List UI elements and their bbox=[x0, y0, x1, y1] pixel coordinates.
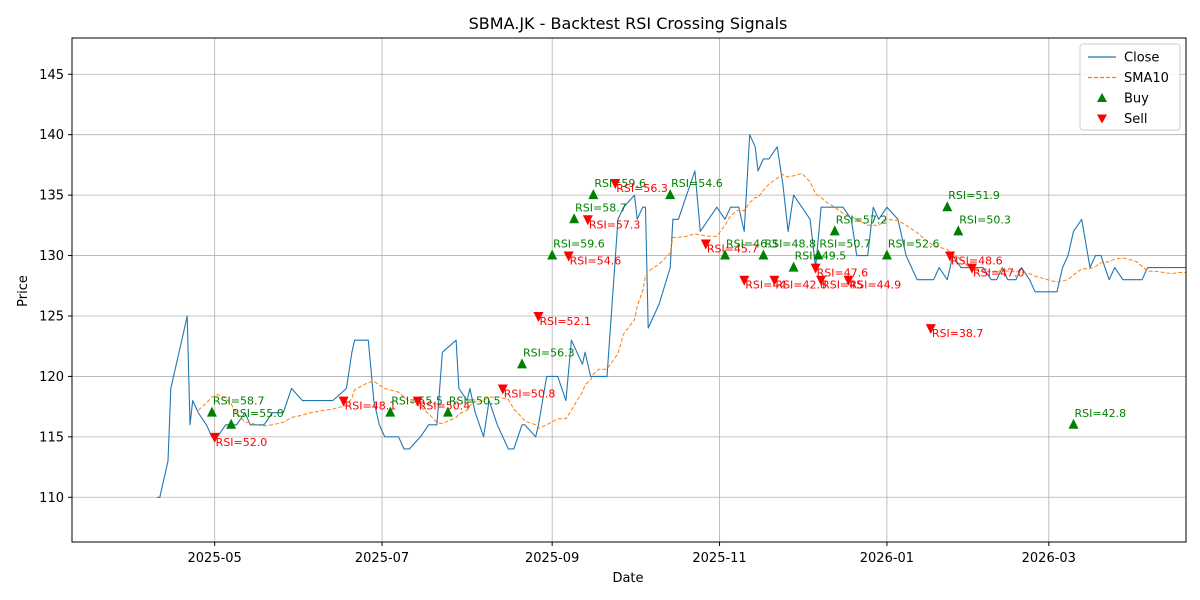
legend: Close SMA10 Buy Sell bbox=[1079, 43, 1181, 131]
grid bbox=[72, 38, 1186, 542]
sell-signal-marker bbox=[769, 275, 780, 286]
buy-signal-label: RSI=58.7 bbox=[213, 395, 265, 408]
sell-signal-marker bbox=[843, 275, 854, 286]
buy-signal-marker bbox=[813, 249, 824, 260]
chart-title: SBMA.JK - Backtest RSI Crossing Signals bbox=[469, 14, 788, 33]
sell-signal-marker bbox=[810, 263, 821, 274]
y-tick-label: 140 bbox=[39, 128, 64, 143]
legend-swatch-sell bbox=[1097, 114, 1107, 124]
x-tick-label: 2026-01 bbox=[860, 551, 914, 566]
sell-signal-label: RSI=47.6 bbox=[817, 267, 869, 280]
legend-label: SMA10 bbox=[1124, 71, 1169, 86]
sell-signal-label: RSI=47.0 bbox=[973, 267, 1025, 280]
x-tick-label: 2026-03 bbox=[1022, 551, 1076, 566]
buy-signal-marker bbox=[1068, 418, 1079, 429]
series-layer bbox=[157, 134, 1186, 498]
y-tick-label: 110 bbox=[39, 491, 64, 506]
sell-signal-label: RSI=48.1 bbox=[345, 400, 397, 413]
sell-signal-marker bbox=[966, 263, 977, 274]
buy-signal-label: RSI=52.6 bbox=[888, 238, 940, 251]
sell-signal-marker bbox=[945, 251, 956, 262]
x-tick-label: 2025-11 bbox=[692, 551, 746, 566]
sell-signal-marker bbox=[925, 324, 936, 335]
y-tick-label: 120 bbox=[39, 370, 64, 385]
buy-signal-marker bbox=[788, 261, 799, 272]
sell-signal-label: RSI=54.6 bbox=[570, 255, 622, 268]
sell-signal-label: RSI=42.8 bbox=[775, 279, 827, 292]
buy-signal-label: RSI=58.7 bbox=[575, 201, 627, 214]
legend-label: Sell bbox=[1124, 112, 1147, 127]
buy-signal-label: RSI=59.6 bbox=[553, 238, 605, 251]
buy-signal-label: RSI=51.9 bbox=[948, 189, 1000, 202]
buy-signal-marker bbox=[942, 201, 953, 212]
buy-signal-marker bbox=[588, 189, 599, 200]
x-axis-label: Date bbox=[612, 571, 643, 586]
sell-signal-marker bbox=[533, 311, 544, 322]
legend-box bbox=[1079, 43, 1181, 131]
legend-label: Buy bbox=[1124, 92, 1149, 107]
buy-signal-label: RSI=46.3 bbox=[726, 238, 778, 251]
x-tick-label: 2025-05 bbox=[188, 551, 242, 566]
y-tick-label: 125 bbox=[39, 309, 64, 324]
sell-signal-label: RSI=48.6 bbox=[951, 255, 1003, 268]
legend-swatch-buy bbox=[1097, 93, 1107, 102]
sma10-line bbox=[197, 172, 1186, 430]
buy-signal-marker bbox=[206, 406, 217, 417]
buy-signal-label: RSI=42.8 bbox=[1075, 407, 1127, 420]
sell-signal-label: RSI=50.8 bbox=[504, 388, 556, 401]
buy-signal-marker bbox=[385, 406, 396, 417]
sell-signal-marker bbox=[209, 432, 220, 443]
sell-signal-marker bbox=[610, 179, 621, 190]
buy-signal-label: RSI=50.3 bbox=[959, 213, 1011, 226]
sell-signal-label: RSI=56.3 bbox=[616, 182, 668, 195]
legend-label: Close bbox=[1124, 51, 1159, 66]
buy-signal-label: RSI=54.6 bbox=[671, 177, 723, 190]
sell-signal-label: RSI=45 bbox=[822, 279, 863, 292]
y-axis-label: Price bbox=[16, 275, 31, 307]
signal-layer: RSI=58.7RSI=52.0RSI=55.0RSI=48.1RSI=55.5… bbox=[206, 177, 1127, 449]
y-tick-label: 135 bbox=[39, 189, 64, 204]
buy-signal-marker bbox=[226, 418, 237, 429]
sell-signal-label: RSI=45.7 bbox=[707, 242, 759, 255]
sell-signal-label: RSI=52.0 bbox=[216, 436, 268, 449]
buy-signal-marker bbox=[442, 406, 453, 417]
x-tick-label: 2025-07 bbox=[355, 551, 409, 566]
y-tick-label: 115 bbox=[39, 430, 64, 445]
sell-signal-label: RSI=57.3 bbox=[589, 218, 641, 231]
buy-signal-label: RSI=59.6 bbox=[594, 177, 646, 190]
buy-signal-label: RSI=50.5 bbox=[449, 395, 501, 408]
sell-signal-marker bbox=[816, 275, 827, 286]
y-tick-label: 130 bbox=[39, 249, 64, 264]
sell-signal-marker bbox=[338, 396, 349, 407]
sell-signal-label: RSI=38.7 bbox=[932, 327, 984, 340]
sell-signal-marker bbox=[412, 396, 423, 407]
buy-signal-marker bbox=[516, 358, 527, 369]
buy-signal-marker bbox=[829, 225, 840, 236]
x-tick-label: 2025-09 bbox=[525, 551, 579, 566]
buy-signal-marker bbox=[547, 249, 558, 260]
buy-signal-marker bbox=[720, 249, 731, 260]
sell-signal-marker bbox=[700, 239, 711, 250]
plot-frame bbox=[71, 37, 1187, 543]
buy-signal-label: RSI=56.3 bbox=[523, 346, 575, 359]
buy-signal-marker bbox=[953, 225, 964, 236]
buy-signal-marker bbox=[881, 249, 892, 260]
y-tick-label: 145 bbox=[39, 68, 64, 83]
sell-signal-label: RSI=44.9 bbox=[850, 279, 902, 292]
buy-signal-label: RSI=55.0 bbox=[232, 407, 284, 420]
ticks: 2025-05 2025-07 2025-09 2025-11 2026-01 2026-… bbox=[39, 68, 1076, 566]
buy-signal-marker bbox=[758, 249, 769, 260]
buy-signal-label: RSI=57.2 bbox=[836, 213, 888, 226]
sell-signal-marker bbox=[739, 275, 750, 286]
sell-signal-label: RSI=50.4 bbox=[419, 400, 471, 413]
buy-signal-marker bbox=[569, 213, 580, 224]
sell-signal-label: RSI=52.1 bbox=[539, 315, 591, 328]
buy-signal-label: RSI=50.7 bbox=[819, 238, 871, 251]
sell-signal-marker bbox=[563, 251, 574, 262]
buy-signal-marker bbox=[665, 189, 676, 200]
sell-signal-marker bbox=[497, 384, 508, 395]
sell-signal-marker bbox=[582, 215, 593, 226]
buy-signal-label: RSI=48.8 bbox=[764, 238, 816, 251]
